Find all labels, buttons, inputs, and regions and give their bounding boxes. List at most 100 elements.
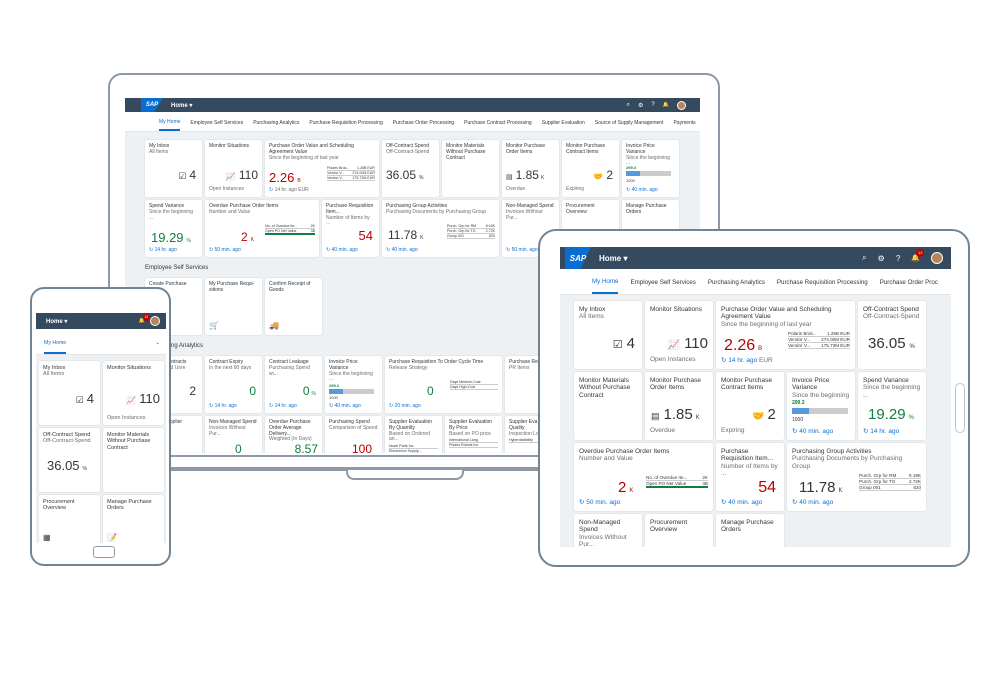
- ipv-analytics-bar: [329, 389, 343, 394]
- home-menu[interactable]: Home ▾: [171, 102, 193, 109]
- tile-supplier-eval-price[interactable]: Supplier Evaluation By Price Based on PO …: [445, 416, 502, 453]
- tablet-side-button: [955, 383, 965, 433]
- help-icon[interactable]: ?: [651, 102, 655, 108]
- bell-icon[interactable]: 🔔 12: [911, 249, 925, 262]
- tile-overdue-delivery[interactable]: Overdue Purchase Order Average Delivery.…: [265, 416, 322, 453]
- tile-contract-leakage[interactable]: Contract Leakage Purchasing Spend wi... 0…: [265, 356, 322, 413]
- sap-logo[interactable]: SAP: [141, 98, 163, 112]
- tab-purchasing-analytics[interactable]: Purchasing Analytics: [253, 120, 300, 126]
- tile-contract-expiry[interactable]: Contract Expiry In the next 90 days 0 ↻ 1…: [205, 356, 262, 413]
- ipv-tablet-bar: [792, 408, 809, 414]
- tile-monitor-situations[interactable]: Monitor Situations 📈 110 Open Instances: [205, 140, 262, 197]
- tile-purchasing-spend[interactable]: Purchasing Spend Comparison of Spend 100: [325, 416, 382, 453]
- bell-icon[interactable]: 🔔: [662, 102, 669, 108]
- tile-non-managed-spend[interactable]: Non-Managed Spend Invoices Without Pur...: [574, 514, 642, 547]
- tile-materials-without-contract[interactable]: Monitor Materials Without Purchase Contr…: [574, 372, 642, 440]
- line-chart-icon: 📈: [225, 172, 236, 181]
- tab-source-of-supply[interactable]: Source of Supply Management: [594, 120, 664, 126]
- tab-purchasing-analytics[interactable]: Purchasing Analytics: [707, 279, 765, 286]
- tile-pr-items[interactable]: Purchase Requisition Item... Number of It…: [716, 443, 784, 511]
- tab-employee-self-services[interactable]: Employee Self Services: [190, 120, 244, 126]
- settings-icon[interactable]: ⚙: [877, 253, 885, 263]
- tile-my-inbox[interactable]: My Inbox All Items ☑ 4: [574, 301, 642, 369]
- tile-spend-variance[interactable]: Spend Variance Since the beginning ... 19…: [858, 372, 926, 440]
- phone-screen: Home ▾ 🔔 12 My Home ⌄ My Inbox All Items ☑…: [36, 313, 166, 543]
- tile-off-contract-spend[interactable]: Off-Contract Spend Off-Contract-Spend 36.…: [858, 301, 926, 369]
- line-chart-icon: 📈: [126, 396, 137, 405]
- tab-po-processing[interactable]: Purchase Order Proc: [879, 279, 938, 286]
- home-menu[interactable]: Home ▾: [46, 318, 68, 325]
- tab-my-home[interactable]: My Home: [159, 119, 181, 131]
- cart-icon: 🛒: [209, 321, 219, 330]
- tab-po-processing[interactable]: Purchase Order Processing: [392, 120, 455, 126]
- tile-off-contract-spend[interactable]: Off-Contract Spend Off-Contract-Spend 36.…: [39, 428, 100, 492]
- tile-manage-purchase-orders[interactable]: Manage Purchase Orders: [716, 514, 784, 547]
- tile-spend-variance[interactable]: Spend Variance Since the beginning ... 19…: [145, 200, 202, 257]
- tile-my-inbox[interactable]: My Inbox All Items ☑ 4: [145, 140, 202, 197]
- tab-payments[interactable]: Payments: [673, 120, 696, 126]
- tile-purchasing-group-activities[interactable]: Purchasing Group Activities Purchasing Do…: [787, 443, 926, 511]
- tile-off-contract-spend[interactable]: Off-Contract Spend Off-Contract-Spend 36.…: [382, 140, 439, 197]
- phone-tab-bar: My Home ⌄: [36, 329, 166, 355]
- tile-confirm-receipt[interactable]: Confirm Receipt of Goods 🚚: [265, 278, 322, 335]
- tile-monitor-contract-items[interactable]: Monitor Purchase Contract Items 🤝 2 Expir…: [562, 140, 619, 197]
- search-icon[interactable]: ⌕: [626, 101, 631, 108]
- ipv-progress-bar: [626, 171, 640, 176]
- section-title-analytics: ng Analytics: [171, 343, 204, 349]
- settings-icon[interactable]: ⚙: [638, 102, 644, 109]
- tab-supplier-evaluation[interactable]: Supplier Evaluation: [541, 120, 585, 126]
- tile-po-value[interactable]: Purchase Order Value and Scheduling Agre…: [716, 301, 855, 369]
- tile-non-managed-spend-2[interactable]: Non-Managed Spend Invoices Without Pur...…: [205, 416, 262, 453]
- laptop-notch: [346, 470, 464, 480]
- tile-invoice-price-variance[interactable]: Invoice Price Variance Since the beginnin…: [622, 140, 679, 197]
- dashboard-icon: ▦: [43, 533, 51, 542]
- search-icon[interactable]: ⌕: [862, 253, 867, 262]
- avatar[interactable]: [931, 252, 943, 264]
- avatar[interactable]: [150, 316, 160, 326]
- tile-monitor-contract-items[interactable]: Monitor Purchase Contract Items 🤝 2 Expir…: [716, 372, 784, 440]
- tile-overdue-po-items[interactable]: Overdue Purchase Order Items Number and V…: [574, 443, 713, 511]
- document-icon: ▤: [506, 174, 513, 181]
- tab-my-home[interactable]: My Home: [592, 278, 619, 294]
- phone-shell-bar: Home ▾ 🔔 12: [36, 313, 166, 329]
- chevron-down-icon[interactable]: ⌄: [950, 279, 951, 294]
- tab-pr-processing[interactable]: Purchase Requisition Processing: [309, 120, 383, 126]
- bell-icon[interactable]: 🔔 12: [138, 314, 150, 324]
- home-menu[interactable]: Home ▾: [599, 253, 628, 263]
- tablet-screen: SAP Home ▾ ⌕ ⚙ ? 🔔 12 My Home Employee Se…: [560, 247, 951, 547]
- tile-po-value[interactable]: Purchase Order Value and Scheduling Agre…: [265, 140, 379, 197]
- tablet-tab-bar: My Home Employee Self Services Purchasin…: [560, 269, 951, 295]
- tile-monitor-situations[interactable]: Monitor Situations 📈 110 Open Instances: [103, 361, 164, 425]
- sap-logo[interactable]: SAP: [565, 247, 591, 269]
- tile-ipv-analytics[interactable]: Invoice Price Variance Since the beginnin…: [325, 356, 382, 413]
- tile-monitor-po-items[interactable]: Monitor Purchase Order Items ▤ 1.85 K Over…: [502, 140, 559, 197]
- tile-overdue-po-items[interactable]: Overdue Purchase Order Items Number and V…: [205, 200, 319, 257]
- tile-manage-purchase-orders[interactable]: Manage Purchase Orders 📝: [103, 495, 164, 543]
- tab-pr-processing[interactable]: Purchase Requisition Processing: [776, 279, 868, 286]
- handshake-icon: 🤝: [593, 172, 604, 181]
- tile-monitor-po-items[interactable]: Monitor Purchase Order Items ▤ 1.85 K Over…: [645, 372, 713, 440]
- tile-procurement-overview[interactable]: Procurement Overview ▦: [39, 495, 100, 543]
- checkbox-icon: ☑: [612, 339, 623, 351]
- tile-invoice-price-variance[interactable]: Invoice Price Variance Since the beginnin…: [787, 372, 855, 440]
- shell-bar: SAP Home ▾ ⌕ ⚙ ? 🔔: [125, 98, 700, 112]
- tile-supplier-eval-quantity[interactable]: Supplier Evaluation By Quantity Based on …: [385, 416, 442, 453]
- tile-pr-items[interactable]: Purchase Requisition Item... Number of It…: [322, 200, 379, 257]
- tile-materials-without-contract[interactable]: Monitor Materials Without Purchase Contr…: [103, 428, 164, 492]
- document-icon: ▤: [651, 411, 660, 421]
- help-icon[interactable]: ?: [895, 253, 901, 263]
- tile-purchasing-group-activities[interactable]: Purchasing Group Activities Purchasing Do…: [382, 200, 499, 257]
- avatar[interactable]: [677, 100, 686, 110]
- section-title-ess: Employee Self Services: [145, 265, 209, 271]
- tile-monitor-situations[interactable]: Monitor Situations 📈 110 Open Instances: [645, 301, 713, 369]
- tile-my-purchase-requisitions[interactable]: My Purchase Requi-sitions 🛒: [205, 278, 262, 335]
- tile-my-inbox[interactable]: My Inbox All Items ☑ 4: [39, 361, 100, 425]
- phone-home-button[interactable]: [93, 546, 115, 558]
- tile-procurement-overview[interactable]: Procurement Overview: [645, 514, 713, 547]
- tile-materials-without-contract[interactable]: Monitor Materials Without Purchase Contr…: [442, 140, 499, 197]
- tab-contract-processing[interactable]: Purchase Contract Processing: [464, 120, 532, 126]
- tile-pr-cycle-time[interactable]: Purchase Requisition To Order Cycle Time…: [385, 356, 502, 413]
- tab-my-home[interactable]: My Home: [44, 340, 67, 354]
- tab-employee-self-services[interactable]: Employee Self Services: [630, 279, 696, 286]
- chevron-down-icon[interactable]: ⌄: [155, 340, 160, 346]
